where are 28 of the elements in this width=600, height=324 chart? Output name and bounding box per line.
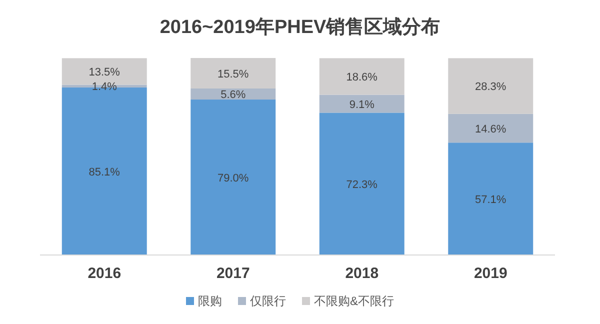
data-label: 18.6% [346,72,378,84]
data-label: 1.4% [92,81,118,94]
data-label: 5.6% [220,89,246,102]
x-tick-label: 2017 [216,265,250,282]
x-tick-label: 2018 [345,265,379,282]
data-label: 28.3% [475,81,506,94]
legend-label: 限购 [198,294,222,308]
bar [448,58,534,114]
bar [448,142,534,255]
x-tick-label: 2016 [88,265,122,282]
bar [319,112,404,255]
bar [319,94,404,113]
data-label: 79.0% [218,172,249,184]
legend-label: 仅限行 [250,294,286,308]
data-label: 15.5% [218,68,249,80]
data-label: 57.1% [475,194,506,206]
bar [448,114,534,143]
data-label: 85.1% [88,166,120,178]
legend-label: 不限购&不限行 [314,294,394,308]
chart-title: 2016~2019年PHEV销售区域分布 [160,17,440,38]
bar [190,100,276,255]
x-tick-label: 2019 [474,265,508,282]
bar [190,58,276,89]
data-label: 72.3% [346,178,378,191]
data-label: 13.5% [88,66,120,78]
bar [319,58,404,95]
data-label: 9.1% [349,98,375,111]
data-label: 14.6% [475,123,506,136]
